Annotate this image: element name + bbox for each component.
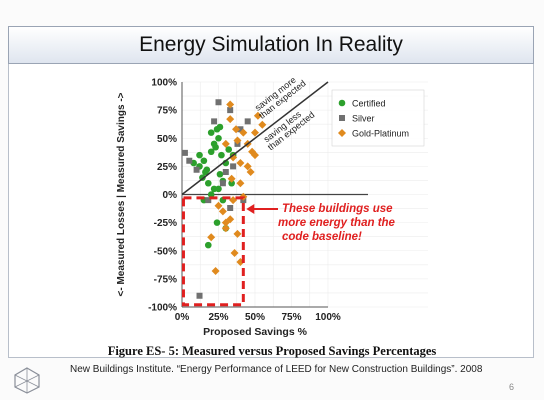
gold-platinum-point [226, 215, 235, 224]
callout-line2: more energy than the [278, 217, 396, 229]
gold-platinum-point [236, 179, 245, 188]
y-tick-label: -100% [148, 303, 177, 314]
silver-point [227, 107, 234, 114]
y-tick-label: -75% [154, 274, 177, 285]
legend-gold-platinum-marker [338, 129, 346, 137]
certified-point [204, 241, 212, 249]
callout-line1: These buildings use [282, 203, 393, 215]
certified-point [196, 151, 203, 159]
gold-platinum-point [246, 168, 255, 176]
source-citation: New Buildings Institute. “Energy Perform… [70, 364, 483, 375]
gold-platinum-point [229, 196, 238, 205]
certified-point [218, 151, 225, 159]
x-tick-label: 25% [208, 312, 228, 323]
gold-platinum-point [221, 218, 230, 227]
legend-certified-label: Certified [352, 99, 386, 109]
data-points [181, 99, 267, 299]
silver-point [181, 149, 188, 156]
y-tick-label: 0% [163, 190, 178, 201]
gold-platinum-point [251, 128, 259, 137]
gold-platinum-point [251, 151, 259, 160]
callout-text: These buildings use more energy than the… [278, 203, 396, 243]
gold-platinum-point [232, 125, 241, 134]
gold-platinum-point [226, 115, 235, 124]
gold-platinum-point [236, 159, 245, 167]
gold-platinum-point [229, 153, 238, 162]
silver-point [222, 169, 229, 175]
silver-point [211, 118, 218, 125]
gold-platinum-point [230, 249, 239, 257]
certified-point [207, 129, 215, 136]
legend-gold-platinum-label: Gold-Platinum [352, 129, 409, 139]
legend-items: Certified Silver Gold-Platinum [338, 99, 409, 139]
legend-box [331, 89, 425, 147]
y-axis-label: <- Measured Losses | Measured Savings -> [116, 92, 127, 296]
silver-point [186, 157, 193, 164]
callout-line3: code baseline! [282, 231, 362, 243]
silver-point [193, 166, 200, 173]
callout-box [181, 196, 245, 307]
silver-point [237, 126, 244, 133]
gold-platinum-point [248, 147, 257, 156]
gold-platinum-point [253, 111, 262, 120]
silver-point [227, 205, 234, 211]
gold-platinum-point [226, 100, 235, 109]
certified-point [228, 179, 235, 187]
gold-platinum-point [218, 207, 227, 216]
x-tick-label: 100% [315, 312, 341, 323]
y-tick-label: 75% [157, 106, 177, 117]
silver-point [215, 99, 222, 106]
y-tick-label: -25% [154, 218, 177, 229]
gold-platinum-point [207, 233, 216, 242]
logo-icon [14, 367, 40, 394]
legend: Certified Silver Gold-Platinum [331, 89, 425, 147]
title-banner: Energy Simulation In Reality [8, 26, 534, 64]
certified-point [204, 179, 212, 187]
certified-point [213, 219, 221, 226]
silver-point [205, 197, 212, 204]
gold-platinum-point [211, 267, 220, 275]
y-tick-label: 25% [157, 162, 177, 173]
certified-point [216, 123, 224, 131]
expected-savings-line [181, 81, 329, 196]
y-tick-label: 50% [157, 134, 177, 145]
silver-point [230, 163, 237, 170]
gold-platinum-point [233, 136, 242, 145]
scatter-chart: 100%75%50%25%0%-25%-50%-75%-100%0% 25% 50%… [110, 70, 440, 342]
y-tick-label: -50% [154, 246, 177, 257]
page-number: 6 [508, 382, 514, 392]
certified-point [216, 170, 224, 178]
gold-platinum-point [233, 229, 242, 238]
certified-point [225, 146, 233, 153]
gold-platinum-point [221, 224, 230, 233]
legend-certified-marker [338, 99, 346, 107]
gold-platinum-point [258, 120, 267, 129]
certified-point [215, 134, 222, 142]
slide-title: Energy Simulation In Reality [139, 33, 403, 56]
silver-point [196, 292, 203, 299]
certified-point [207, 148, 215, 156]
callout-arrowhead [246, 204, 255, 214]
silver-point [244, 118, 251, 125]
certified-point [207, 191, 215, 198]
figure-caption: Figure ES- 5: Measured versus Proposed S… [107, 344, 437, 358]
gold-platinum-point [227, 174, 236, 183]
x-tick-label: 75% [281, 312, 301, 323]
legend-silver-marker [339, 115, 345, 121]
silver-point [219, 180, 226, 187]
certified-point [212, 143, 219, 151]
gold-platinum-point [221, 139, 230, 148]
y-tick-label: 100% [151, 78, 177, 89]
x-tick-label: 50% [245, 312, 265, 323]
legend-silver-label: Silver [352, 114, 375, 124]
gold-platinum-point [214, 201, 223, 210]
x-tick-label: 0% [175, 312, 190, 323]
x-axis-label: Proposed Savings % [203, 326, 308, 338]
gold-platinum-point [243, 162, 252, 171]
gold-platinum-point [239, 128, 248, 137]
certified-point [202, 168, 209, 176]
certified-point [215, 185, 222, 193]
certified-point [200, 157, 208, 165]
